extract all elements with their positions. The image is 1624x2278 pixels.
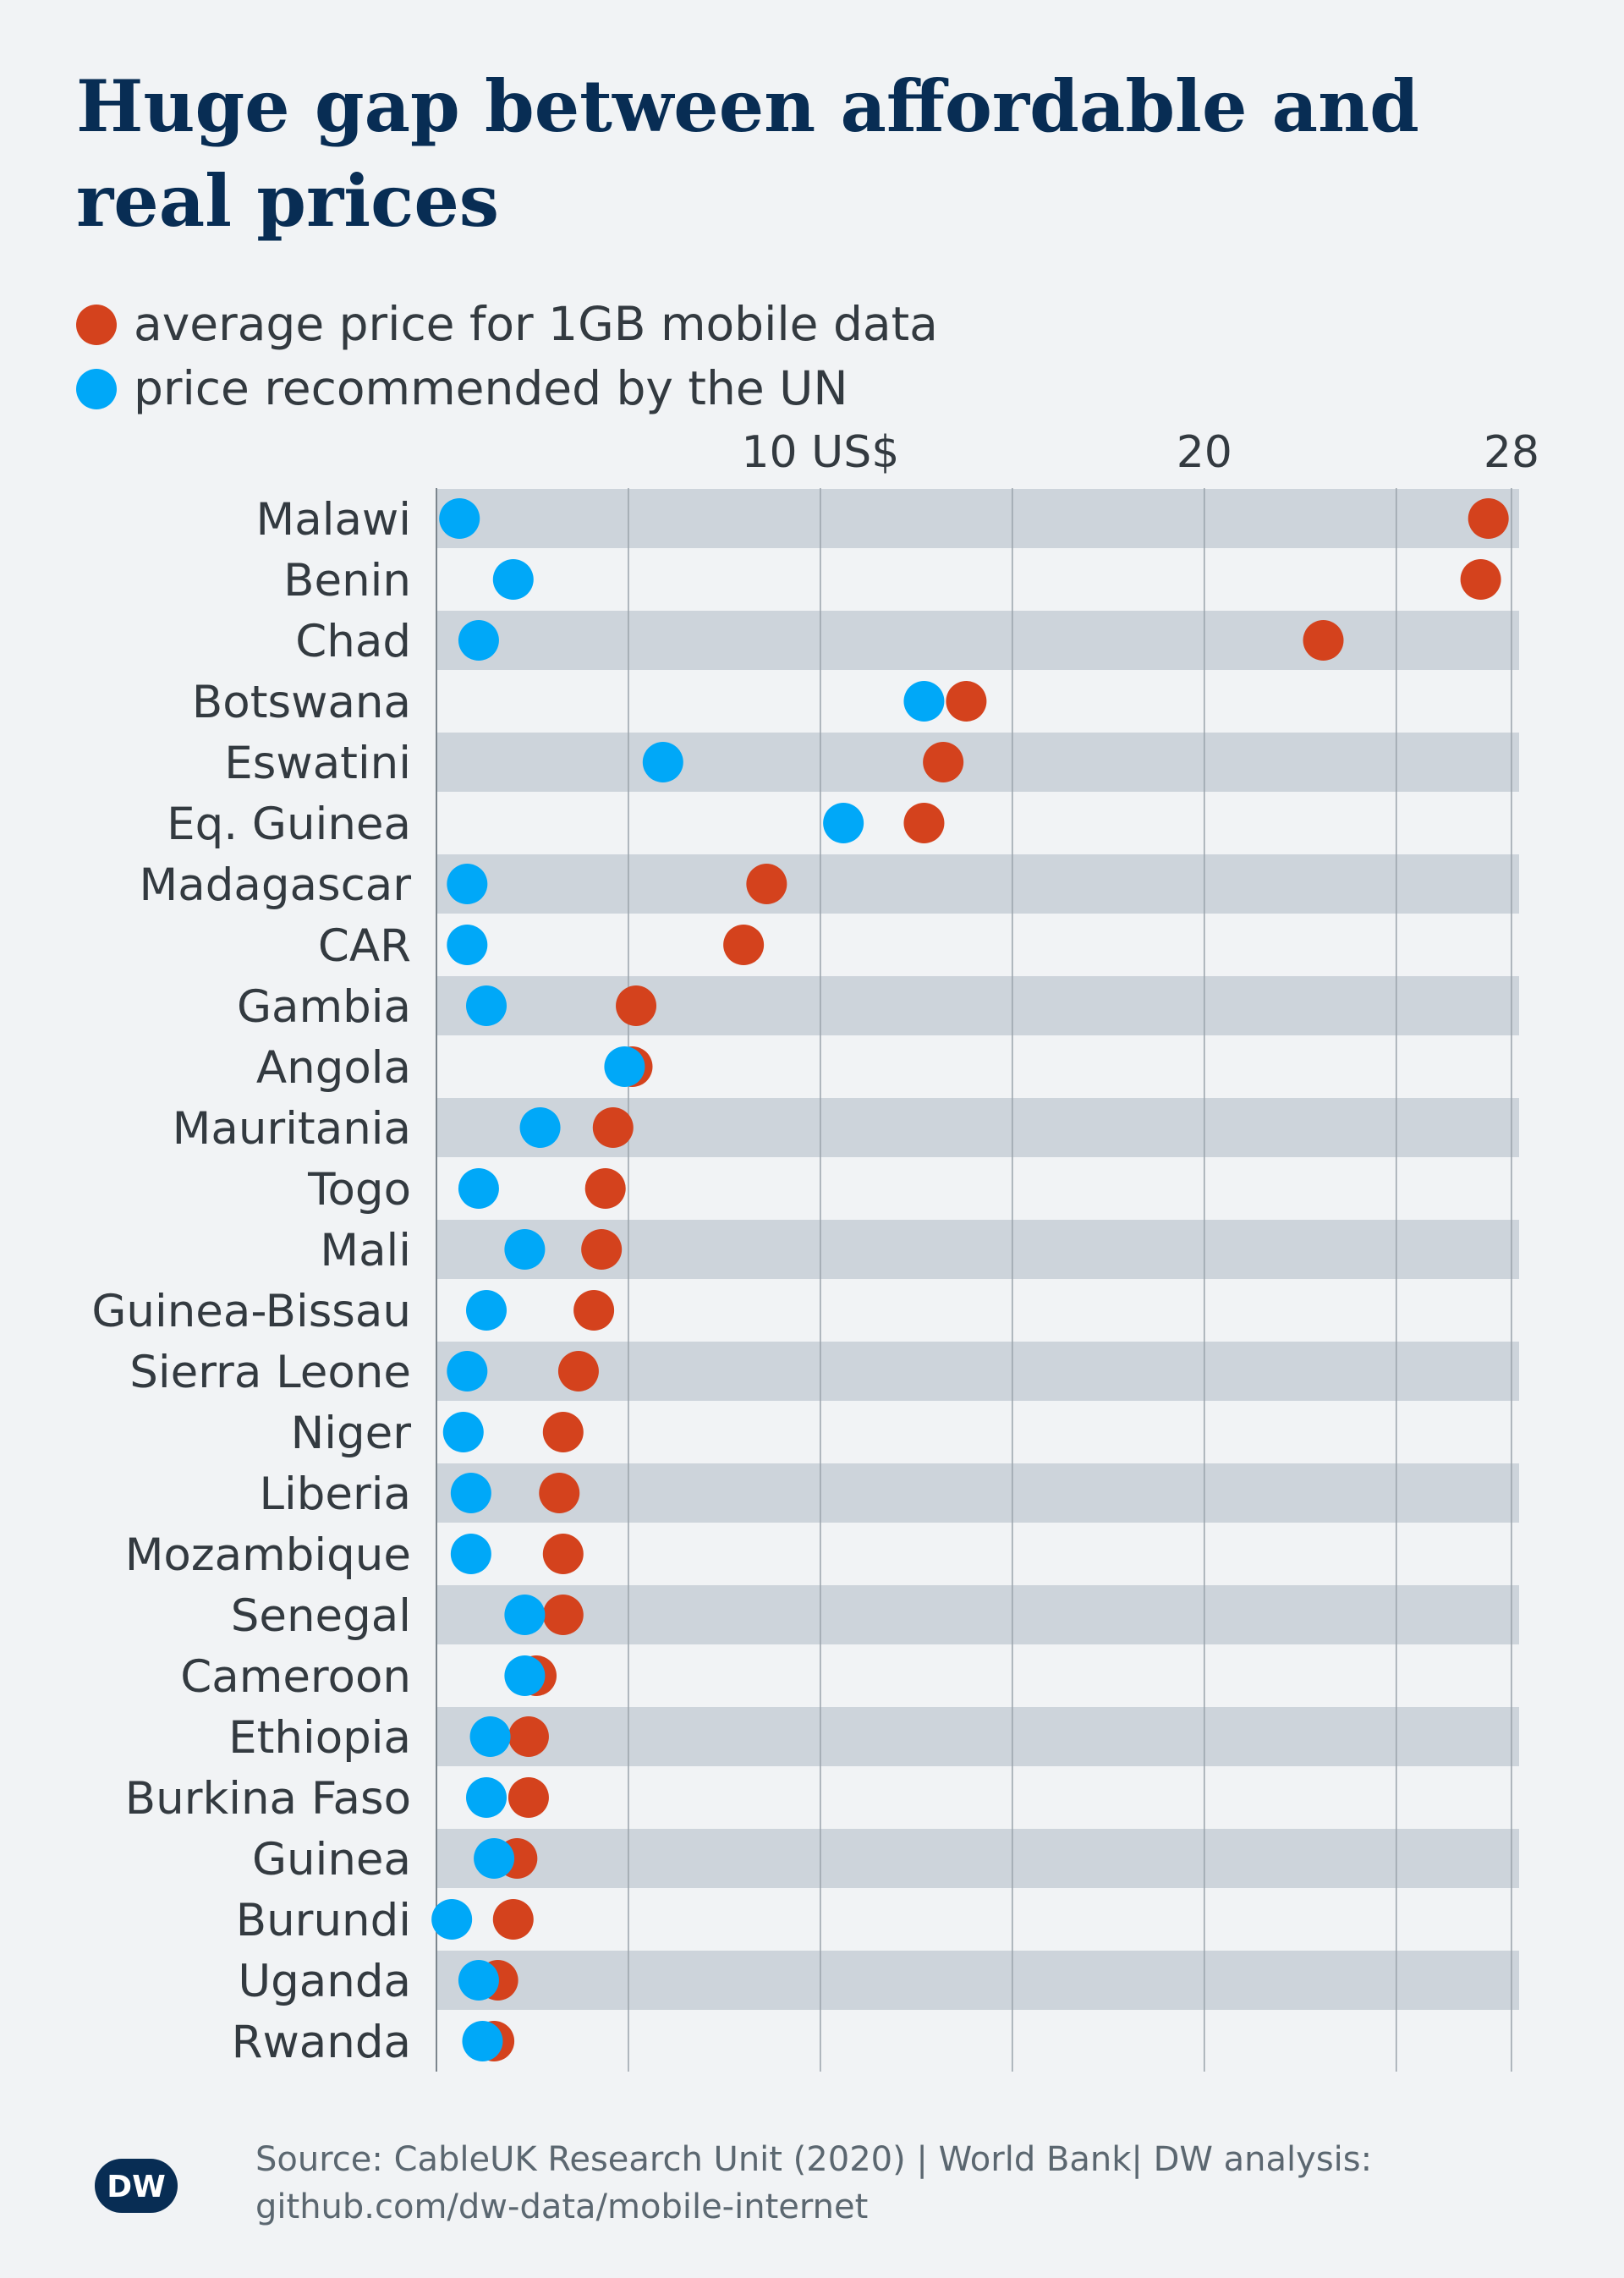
dot-average-price: [1460, 559, 1501, 600]
category-label: Sierra Leone: [129, 1347, 411, 1398]
dot-average-price: [542, 1412, 584, 1452]
dot-recommended-price: [450, 1473, 491, 1513]
dot-average-price: [539, 1473, 580, 1513]
dot-recommended-price: [504, 1595, 546, 1635]
category-label: Eq. Guinea: [167, 799, 411, 850]
dot-average-price: [508, 1716, 549, 1757]
dot-average-price: [1303, 620, 1344, 661]
dw-logo: DW: [95, 2159, 178, 2213]
category-label: Guinea: [252, 1834, 411, 1886]
dot-recommended-price: [447, 925, 488, 965]
category-label: Ethiopia: [228, 1712, 411, 1764]
row-band: [436, 1463, 1519, 1523]
category-label: Botswana: [192, 677, 411, 728]
row-band: [436, 1829, 1519, 1888]
dot-average-price: [581, 1229, 623, 1270]
dot-recommended-price: [458, 620, 499, 661]
category-label: Mozambique: [125, 1529, 411, 1581]
dot-recommended-price: [458, 1168, 499, 1209]
row-band: [436, 733, 1519, 792]
dot-average-price: [492, 1899, 534, 1940]
source-line-1: Source: CableUK Research Unit (2020) | W…: [255, 2140, 1373, 2179]
category-label: Burundi: [236, 1895, 411, 1946]
dot-recommended-price: [462, 2021, 503, 2061]
dot-recommended-price: [469, 1716, 511, 1757]
category-label: Gambia: [237, 981, 411, 1033]
dot-average-price: [723, 925, 765, 965]
dot-average-price: [1468, 498, 1509, 539]
dot-recommended-price: [642, 742, 683, 782]
dot-recommended-price: [823, 803, 864, 843]
dot-recommended-price: [439, 498, 480, 539]
category-label: Guinea-Bissau: [91, 1286, 411, 1337]
legend-dot-actual: [76, 305, 117, 345]
category-label: Angola: [256, 1042, 411, 1094]
category-label: Liberia: [260, 1468, 412, 1520]
dot-average-price: [508, 1777, 549, 1818]
dot-average-price: [592, 1107, 634, 1148]
dot-recommended-price: [458, 1960, 499, 2001]
source-line-2: github.com/dw-data/mobile-internet: [255, 2187, 869, 2226]
category-label: Mauritania: [173, 1103, 411, 1155]
category-label: Senegal: [231, 1590, 411, 1642]
dot-recommended-price: [442, 1412, 484, 1452]
dot-recommended-price: [604, 1046, 645, 1087]
source-note: Source: CableUK Research Unit (2020) | W…: [255, 2136, 1372, 2231]
dot-recommended-price: [519, 1107, 561, 1148]
category-label: Mali: [320, 1225, 411, 1276]
chart-title: Huge gap between affordable and real pri…: [76, 64, 1419, 243]
dot-average-price: [946, 681, 987, 722]
dot-recommended-price: [466, 985, 508, 1026]
dot-average-price: [746, 864, 787, 904]
category-label: Cameroon: [180, 1651, 411, 1703]
row-band: [436, 1951, 1519, 2010]
dot-average-price: [584, 1168, 626, 1209]
dot-recommended-price: [474, 1838, 515, 1879]
dot-average-price: [923, 742, 964, 782]
category-label: CAR: [318, 920, 411, 972]
category-label: Chad: [295, 616, 411, 667]
dot-recommended-price: [447, 864, 488, 904]
dot-average-price: [542, 1595, 584, 1635]
row-band: [436, 489, 1519, 548]
row-band: [436, 976, 1519, 1035]
dot-recommended-price: [431, 1899, 473, 1940]
dot-recommended-price: [466, 1777, 508, 1818]
dot-recommended-price: [504, 1655, 546, 1696]
row-band: [436, 1585, 1519, 1644]
dot-recommended-price: [504, 1229, 546, 1270]
dot-average-price: [573, 1290, 615, 1331]
dot-average-price: [557, 1351, 599, 1392]
category-label: Uganda: [238, 1956, 411, 2007]
row-band: [436, 854, 1519, 914]
category-label: Burkina Faso: [125, 1773, 411, 1825]
category-label: Eswatini: [224, 738, 411, 789]
x-tick-label: 20: [1177, 427, 1232, 478]
dot-recommended-price: [903, 681, 945, 722]
category-label: Benin: [283, 555, 411, 607]
legend-dot-recommended: [76, 369, 117, 409]
category-label: Malawi: [256, 494, 411, 546]
dot-recommended-price: [492, 559, 534, 600]
dw-logo-text: DW: [107, 2170, 166, 2204]
legend-label-actual: average price for 1GB mobile data: [134, 297, 938, 351]
dot-plot: 10 US$ 20 28 Malawi Benin Chad Botswana Eswatin…: [91, 427, 1539, 2072]
dot-recommended-price: [447, 1351, 488, 1392]
dot-average-price: [542, 1534, 584, 1574]
category-label: Madagascar: [140, 859, 412, 911]
x-tick-label: 28: [1484, 427, 1539, 478]
dot-average-price: [903, 803, 945, 843]
category-label: Niger: [291, 1408, 412, 1459]
row-band: [436, 1342, 1519, 1401]
row-band: [436, 611, 1519, 670]
dot-recommended-price: [450, 1534, 491, 1574]
legend-label-recommended: price recommended by the UN: [134, 361, 848, 415]
category-label: Togo: [307, 1164, 411, 1216]
dot-average-price: [616, 985, 657, 1026]
row-band: [436, 1707, 1519, 1766]
category-label: Rwanda: [232, 2017, 411, 2068]
dot-recommended-price: [466, 1290, 508, 1331]
x-tick-label: 10 US$: [741, 427, 899, 478]
